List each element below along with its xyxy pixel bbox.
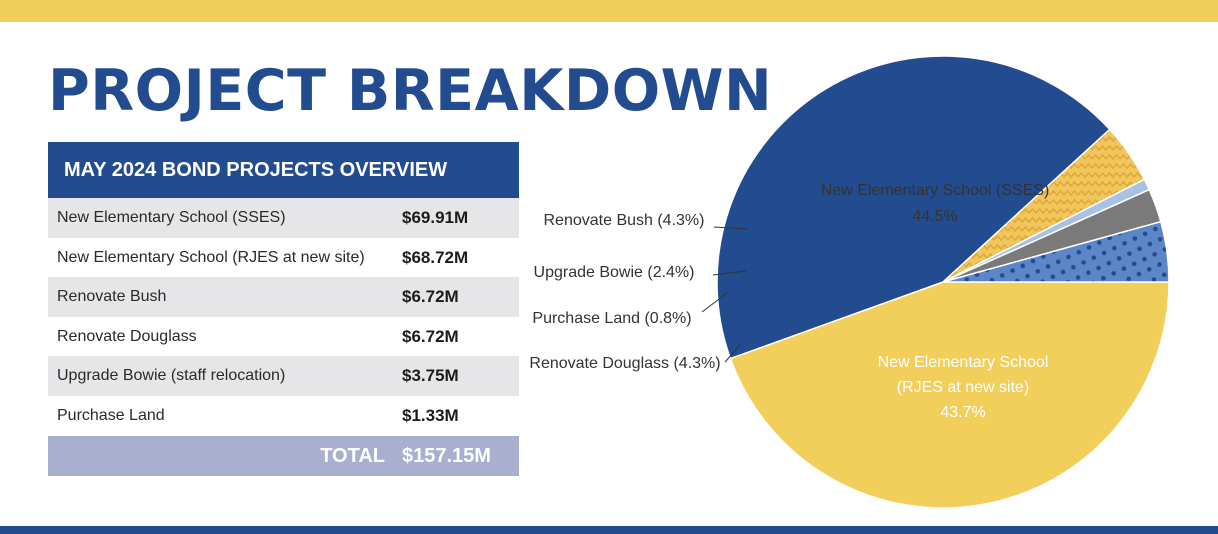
pie-slice-renovate-bush — [942, 220, 1170, 283]
row-label: New Elementary School (RJES at new site) — [57, 248, 365, 266]
row-label: Renovate Bush — [57, 288, 167, 306]
leader-line-renovate-douglass — [724, 344, 741, 363]
pie-label-purchase-land: Purchase Land (0.8%) — [532, 310, 691, 327]
row-value: $68.72M — [402, 247, 469, 267]
row-value: $6.72M — [402, 326, 459, 346]
bond-projects-table: MAY 2024 BOND PROJECTS OVERVIEW New Elem… — [48, 142, 519, 476]
pie-label-renovate-douglass: Renovate Douglass (4.3%) — [529, 355, 720, 372]
pie-slices — [716, 55, 1170, 509]
total-value: $157.15M — [402, 444, 491, 467]
row-value: $6.72M — [402, 287, 459, 307]
pie-slice-new-elementary-school-sses — [729, 281, 1170, 509]
row-label: Upgrade Bowie (staff relocation) — [57, 367, 286, 385]
row-value: $1.33M — [402, 405, 459, 425]
table-row: New Elementary School (RJES at new site)… — [48, 238, 519, 278]
table-row: New Elementary School (SSES) $69.91M — [48, 198, 519, 238]
table-row: Renovate Bush $6.72M — [48, 277, 519, 317]
row-value: $69.91M — [402, 208, 469, 227]
pie-label-new-elementary-school-sses: New Elementary School (SSES) 44.5% — [821, 182, 1050, 225]
pie-slice-new-elementary-school-rjes-at-new-site — [716, 55, 1111, 360]
pie-label-upgrade-bowie: Upgrade Bowie (2.4%) — [534, 264, 695, 281]
pie-label-renovate-bush: Renovate Bush (4.3%) — [544, 212, 705, 229]
top-accent-bar — [0, 0, 1218, 22]
leader-line-renovate-bush — [713, 226, 748, 230]
row-label: New Elementary School (SSES) — [57, 209, 286, 226]
pie-labels: New Elementary School (SSES) 44.5% New Ele… — [529, 182, 1049, 421]
total-label: TOTAL — [320, 444, 385, 467]
total-row: TOTAL $157.15M — [48, 435, 519, 476]
leader-line-purchase-land — [701, 292, 728, 313]
table-row: Upgrade Bowie (staff relocation) $3.75M — [48, 356, 519, 396]
table-header: MAY 2024 BOND PROJECTS OVERVIEW — [48, 142, 519, 198]
table-row: Purchase Land $1.33M — [48, 396, 519, 436]
row-label: Purchase Land — [57, 406, 165, 424]
bottom-accent-bar — [0, 526, 1218, 534]
page-title: PROJECT BREAKDOWN — [48, 58, 773, 124]
row-value: $3.75M — [402, 366, 459, 386]
pie-label-new-elementary-school-rjes-at-new-site: New Elementary School (RJES at new site) 4… — [878, 354, 1049, 421]
row-label: Renovate Douglass — [57, 327, 197, 345]
table-row: Renovate Douglass $6.72M — [48, 317, 519, 357]
leader-line-upgrade-bowie — [712, 270, 747, 276]
